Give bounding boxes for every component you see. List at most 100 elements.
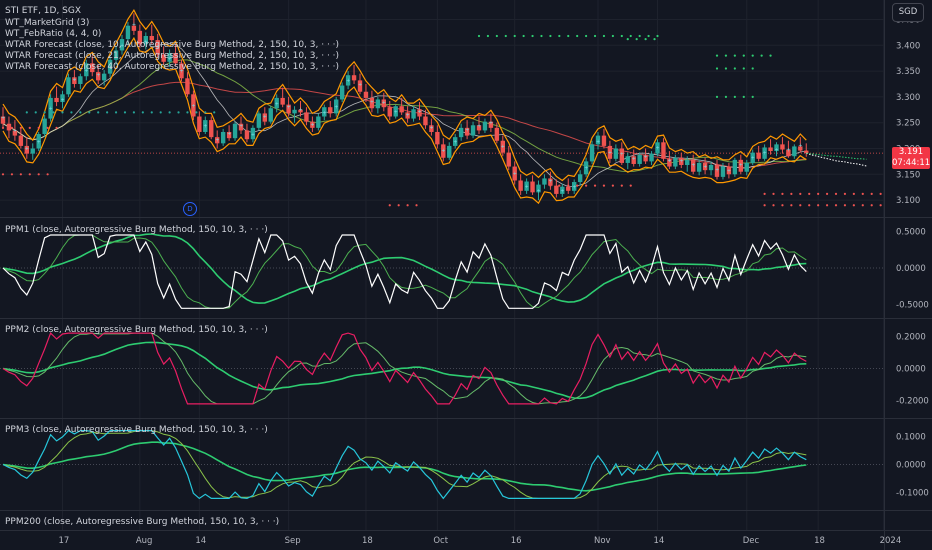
symbol-title[interactable]: STI ETF, 1D, SGX bbox=[5, 6, 82, 16]
candle-body bbox=[298, 109, 303, 113]
level-dot bbox=[620, 184, 623, 187]
level-dot bbox=[150, 111, 153, 114]
candle-body bbox=[667, 158, 672, 167]
level-dot bbox=[28, 126, 31, 129]
grid-plus-marker: + bbox=[1, 116, 5, 122]
ppm3-label[interactable]: PPM3 (close, Autoregressive Burg Method,… bbox=[5, 425, 268, 435]
ppm3-main-line bbox=[2, 429, 807, 500]
candle-body bbox=[708, 165, 714, 171]
level-dot bbox=[495, 34, 498, 38]
ppm3-tick-label: 0.1000 bbox=[896, 432, 926, 442]
price-tick-label: 3.250 bbox=[896, 119, 920, 129]
ppm2-tick-label: 0.2000 bbox=[896, 332, 926, 342]
ppm3-tick-label: 0.0000 bbox=[896, 461, 926, 471]
indicator-legend-3[interactable]: WTAR Forecast (close, 21, Autoregressive… bbox=[5, 51, 340, 61]
grid-plus-marker: + bbox=[263, 114, 267, 120]
grid-plus-marker: + bbox=[299, 107, 303, 113]
candle-body bbox=[572, 182, 577, 191]
candle-body bbox=[500, 140, 505, 153]
level-dot bbox=[10, 126, 14, 129]
level-dot bbox=[576, 184, 579, 187]
level-dot bbox=[55, 126, 58, 129]
grid-plus-marker: + bbox=[310, 122, 314, 128]
level-dot bbox=[397, 204, 400, 207]
candle-body bbox=[250, 127, 256, 140]
level-dot bbox=[132, 111, 135, 114]
ppm2-main-line bbox=[2, 332, 807, 405]
candle-body bbox=[554, 185, 559, 194]
time-tick-label: Nov bbox=[594, 536, 611, 546]
candle-body bbox=[518, 180, 523, 191]
ppm2-label[interactable]: PPM2 (close, Autoregressive Burg Method,… bbox=[5, 325, 268, 335]
candle-body bbox=[613, 148, 619, 159]
candle-body bbox=[90, 63, 95, 73]
grid-plus-marker: + bbox=[13, 128, 17, 134]
level-dot bbox=[772, 192, 775, 196]
candle-body bbox=[369, 97, 375, 109]
ppm1-label[interactable]: PPM1 (close, Autoregressive Burg Method,… bbox=[5, 225, 268, 235]
grid-plus-marker: + bbox=[798, 143, 802, 149]
candle-body bbox=[530, 181, 535, 193]
ppm200-label[interactable]: PPM200 (close, Autoregressive Burg Metho… bbox=[5, 517, 280, 527]
indicator-legend-4[interactable]: WTAR Forecast (close, 40, Autoregressive… bbox=[5, 62, 340, 72]
level-dot bbox=[870, 192, 873, 196]
level-dot bbox=[834, 192, 838, 196]
candle-body bbox=[387, 107, 392, 117]
candle-body bbox=[262, 113, 267, 122]
grid-plus-marker: + bbox=[156, 44, 160, 50]
candle-body bbox=[310, 121, 315, 128]
grid-plus-marker: + bbox=[346, 78, 350, 84]
ppm1-tick-label: 0.5000 bbox=[896, 227, 926, 237]
price-tick-label: 3.350 bbox=[896, 67, 920, 77]
candle-body bbox=[696, 162, 702, 172]
dividend-marker-icon[interactable]: D bbox=[183, 202, 197, 216]
candle-body bbox=[345, 75, 351, 86]
candle-body bbox=[655, 142, 660, 154]
candle-body bbox=[226, 131, 232, 139]
grid-plus-marker: + bbox=[322, 110, 326, 116]
grid-plus-marker: + bbox=[203, 123, 207, 129]
upper-envelope-line bbox=[2, 9, 807, 182]
level-dot bbox=[141, 111, 144, 114]
ma-40-line bbox=[2, 81, 807, 169]
candle-body bbox=[143, 35, 148, 45]
price-tick-label: 3.300 bbox=[896, 93, 920, 103]
candle-body bbox=[48, 97, 53, 119]
candle-body bbox=[42, 118, 47, 135]
candle-body bbox=[447, 145, 452, 158]
indicator-legend-0[interactable]: WT_MarketGrid (3) bbox=[5, 18, 90, 28]
candle-body bbox=[274, 97, 279, 109]
level-dot bbox=[879, 204, 882, 207]
level-dot bbox=[195, 111, 198, 114]
time-tick-label: 18 bbox=[362, 536, 373, 546]
candle-body bbox=[12, 130, 18, 136]
grid-plus-marker: + bbox=[334, 105, 338, 111]
grid-plus-marker: + bbox=[227, 131, 231, 137]
grid-plus-marker: + bbox=[572, 185, 576, 191]
level-dot bbox=[817, 204, 820, 207]
level-dot bbox=[567, 34, 570, 38]
time-tick-label: Sep bbox=[285, 536, 301, 546]
grid-plus-marker: + bbox=[727, 169, 731, 175]
level-dot bbox=[724, 95, 728, 98]
indicator-legend-2[interactable]: WTAR Forecast (close, 10, Autoregressive… bbox=[5, 40, 340, 50]
currency-button[interactable]: SGD bbox=[892, 3, 924, 22]
candle-body bbox=[36, 134, 41, 149]
candle-body bbox=[458, 127, 464, 138]
time-tick-label: Oct bbox=[433, 536, 448, 546]
grid-plus-marker: + bbox=[358, 82, 362, 88]
candle-body bbox=[304, 112, 309, 122]
candle-body bbox=[334, 99, 339, 114]
candle-body bbox=[649, 153, 654, 162]
level-dot bbox=[28, 173, 31, 176]
indicator-legend-1[interactable]: WT_FebRatio (4, 4, 0) bbox=[5, 29, 102, 39]
level-dot bbox=[852, 192, 855, 196]
candle-body bbox=[631, 156, 636, 164]
candle-body bbox=[512, 166, 517, 181]
level-dot bbox=[19, 126, 22, 129]
level-dot bbox=[817, 192, 820, 196]
candle-body bbox=[173, 53, 178, 64]
candle-body bbox=[732, 159, 738, 175]
candle-body bbox=[215, 137, 220, 144]
